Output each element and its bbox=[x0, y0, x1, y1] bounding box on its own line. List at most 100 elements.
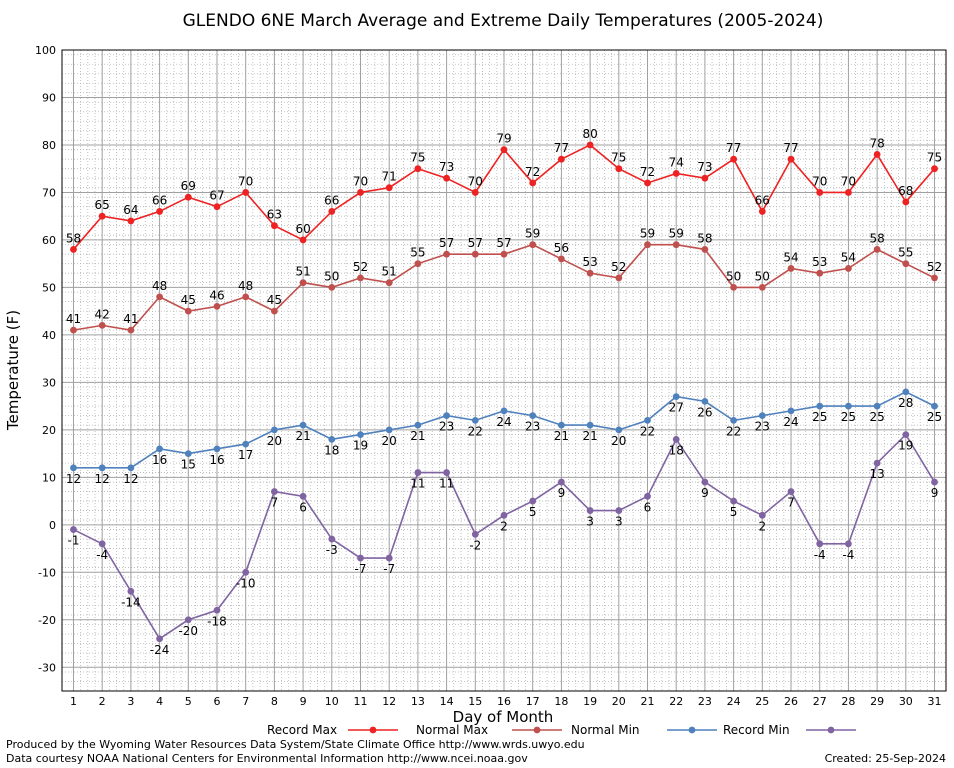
data-label: 22 bbox=[726, 424, 741, 438]
data-label: 15 bbox=[181, 458, 196, 472]
data-point bbox=[787, 155, 795, 163]
data-point bbox=[156, 208, 163, 215]
data-point bbox=[98, 464, 106, 472]
data-point bbox=[873, 402, 881, 410]
data-point bbox=[242, 440, 250, 448]
data-point bbox=[213, 445, 221, 453]
data-point bbox=[299, 236, 307, 244]
data-label: 41 bbox=[66, 312, 81, 326]
data-label: 5 bbox=[529, 505, 537, 519]
data-point bbox=[873, 151, 881, 158]
data-label: 66 bbox=[324, 193, 339, 207]
legend-label: Normal Max bbox=[416, 723, 488, 737]
data-point bbox=[270, 488, 278, 495]
data-label: 45 bbox=[181, 293, 196, 307]
x-tick-label: 4 bbox=[156, 695, 163, 708]
data-point bbox=[586, 507, 594, 514]
data-point bbox=[845, 540, 852, 548]
y-tick-label: 60 bbox=[42, 234, 56, 247]
data-point bbox=[873, 246, 881, 253]
data-label: 23 bbox=[755, 420, 770, 434]
data-point bbox=[586, 141, 594, 149]
legend: Record Max Normal Max Normal Min Record Min bbox=[267, 723, 856, 737]
legend-marker bbox=[369, 726, 377, 734]
data-label: 6 bbox=[299, 500, 307, 514]
data-label: -3 bbox=[326, 543, 338, 557]
data-point bbox=[730, 155, 738, 163]
x-tick-label: 28 bbox=[841, 695, 855, 708]
data-label: 42 bbox=[95, 307, 110, 321]
x-tick-label: 25 bbox=[755, 695, 769, 708]
data-point bbox=[644, 416, 651, 424]
legend-item: Record Min bbox=[723, 723, 856, 737]
series-normal-max: 41 42 41 48 45 46 48 45 51 50 52 51 55 57 57 57 59 56 53 52… bbox=[66, 227, 942, 334]
data-point bbox=[787, 407, 795, 415]
data-label: 7 bbox=[271, 496, 279, 510]
data-label: 26 bbox=[697, 405, 712, 419]
data-point bbox=[328, 435, 336, 443]
data-label: -2 bbox=[469, 538, 481, 552]
data-point bbox=[586, 421, 594, 429]
major-grid bbox=[62, 49, 946, 691]
data-label: 72 bbox=[640, 165, 655, 179]
x-tick-label: 2 bbox=[99, 695, 106, 708]
data-label: 20 bbox=[267, 434, 282, 448]
data-label: 70 bbox=[353, 174, 368, 188]
plot-frame bbox=[61, 49, 947, 692]
x-tick-label: 6 bbox=[213, 695, 220, 708]
data-label: 63 bbox=[267, 208, 282, 222]
data-point bbox=[586, 269, 594, 277]
data-label: 66 bbox=[152, 193, 167, 207]
data-point bbox=[902, 431, 910, 438]
data-point bbox=[184, 616, 192, 624]
data-point bbox=[644, 241, 651, 249]
series-record-max: 58 65 64 66 69 67 70 63 60 66 70 71 75 73 70 79 72 77 80 75… bbox=[66, 127, 942, 253]
x-tick-label: 3 bbox=[127, 695, 134, 708]
data-label: 50 bbox=[755, 269, 770, 283]
data-point bbox=[500, 250, 508, 258]
legend-marker bbox=[533, 726, 541, 734]
data-point bbox=[127, 464, 135, 472]
data-point bbox=[500, 146, 508, 154]
data-point bbox=[299, 421, 307, 429]
data-point bbox=[385, 554, 393, 562]
y-axis-ticks: -30 -20 -10 0 10 20 30 40 50 60 70 80 90 100 bbox=[35, 44, 56, 674]
data-label: 16 bbox=[152, 453, 167, 467]
data-label: 45 bbox=[267, 293, 282, 307]
data-label: 25 bbox=[927, 410, 942, 424]
data-label: 67 bbox=[209, 189, 224, 203]
legend-item: Record Max bbox=[267, 723, 398, 737]
data-point bbox=[414, 165, 422, 173]
data-label: 16 bbox=[209, 453, 224, 467]
x-tick-label: 16 bbox=[497, 695, 511, 708]
data-label: -4 bbox=[96, 548, 108, 562]
data-label: 60 bbox=[295, 222, 310, 236]
data-label: 2 bbox=[758, 519, 766, 533]
data-label: 51 bbox=[295, 265, 310, 279]
data-label: 70 bbox=[238, 174, 253, 188]
data-point bbox=[127, 326, 135, 334]
data-point bbox=[672, 241, 680, 249]
legend-marker bbox=[827, 726, 835, 734]
data-point bbox=[385, 279, 393, 287]
data-point bbox=[816, 402, 824, 410]
y-tick-label: 40 bbox=[42, 329, 56, 342]
data-point bbox=[787, 488, 795, 495]
data-label: 22 bbox=[640, 424, 655, 438]
data-point bbox=[787, 265, 795, 272]
data-point bbox=[471, 416, 479, 424]
x-tick-label: 18 bbox=[554, 695, 568, 708]
y-tick-label: 50 bbox=[42, 281, 56, 294]
data-label: 50 bbox=[726, 269, 741, 283]
y-tick-label: 70 bbox=[42, 186, 56, 199]
data-label: 73 bbox=[697, 160, 712, 174]
data-point bbox=[845, 402, 852, 410]
data-label: 72 bbox=[525, 165, 540, 179]
data-point bbox=[672, 435, 680, 443]
legend-item: Normal Max bbox=[416, 723, 562, 737]
data-label: 22 bbox=[468, 424, 483, 438]
data-point bbox=[184, 450, 192, 457]
data-point bbox=[615, 165, 623, 173]
x-axis-label: Day of Month bbox=[453, 708, 554, 726]
data-label: 21 bbox=[295, 429, 310, 443]
